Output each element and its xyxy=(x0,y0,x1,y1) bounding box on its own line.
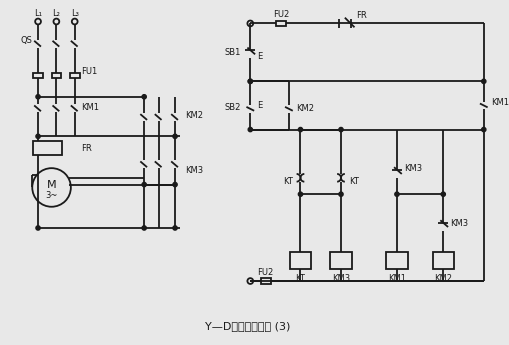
Circle shape xyxy=(248,79,252,83)
Circle shape xyxy=(248,79,252,83)
Text: KT: KT xyxy=(282,177,292,186)
Text: E: E xyxy=(257,52,262,61)
Circle shape xyxy=(142,226,146,230)
Text: FR: FR xyxy=(81,144,92,154)
Text: FR: FR xyxy=(356,11,366,20)
Bar xyxy=(70,73,79,78)
Bar xyxy=(276,21,286,26)
Text: KM3: KM3 xyxy=(331,274,349,283)
Text: KM1: KM1 xyxy=(81,103,99,112)
Text: KT: KT xyxy=(295,274,305,283)
Text: KM3: KM3 xyxy=(403,164,421,172)
Circle shape xyxy=(173,183,177,187)
Bar xyxy=(330,252,351,269)
Circle shape xyxy=(440,192,444,196)
Circle shape xyxy=(480,127,485,132)
Circle shape xyxy=(298,192,302,196)
Bar xyxy=(289,252,310,269)
Text: SB2: SB2 xyxy=(224,103,240,112)
Text: KM1: KM1 xyxy=(387,274,405,283)
Text: 3~: 3~ xyxy=(45,191,58,200)
Text: KT: KT xyxy=(348,177,358,186)
Circle shape xyxy=(248,127,252,132)
Text: FU2: FU2 xyxy=(257,268,273,277)
Text: SB1: SB1 xyxy=(224,48,240,57)
Text: KM3: KM3 xyxy=(184,166,203,175)
Bar xyxy=(33,73,43,78)
Text: L₁: L₁ xyxy=(34,9,42,18)
Text: L₂: L₂ xyxy=(52,9,60,18)
Text: KM1: KM1 xyxy=(491,98,508,107)
Circle shape xyxy=(298,127,302,132)
Circle shape xyxy=(173,134,177,138)
Text: Y—D起动控制电路 (3): Y—D起动控制电路 (3) xyxy=(204,322,290,332)
Circle shape xyxy=(480,79,485,83)
Text: FU2: FU2 xyxy=(272,10,289,19)
Text: KM2: KM2 xyxy=(184,111,202,120)
Circle shape xyxy=(142,95,146,99)
Text: M: M xyxy=(47,179,56,189)
Circle shape xyxy=(394,192,398,196)
Text: QS: QS xyxy=(21,36,33,45)
Text: KM3: KM3 xyxy=(449,219,467,228)
Text: L₃: L₃ xyxy=(71,9,78,18)
Text: KM2: KM2 xyxy=(295,104,313,113)
Circle shape xyxy=(36,95,40,99)
Circle shape xyxy=(36,134,40,138)
Text: KM2: KM2 xyxy=(433,274,451,283)
Text: E: E xyxy=(257,101,262,110)
Circle shape xyxy=(142,183,146,187)
Bar xyxy=(51,73,61,78)
Circle shape xyxy=(338,192,343,196)
Bar xyxy=(386,252,407,269)
Circle shape xyxy=(338,127,343,132)
Circle shape xyxy=(173,226,177,230)
Bar xyxy=(261,278,270,284)
Circle shape xyxy=(36,226,40,230)
Bar xyxy=(432,252,453,269)
Bar xyxy=(33,141,62,155)
Text: FU1: FU1 xyxy=(81,67,98,76)
